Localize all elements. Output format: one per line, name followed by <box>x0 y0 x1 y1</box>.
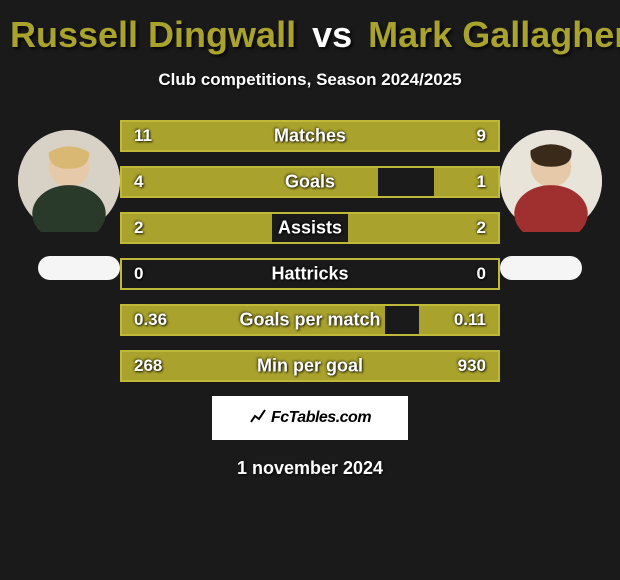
stat-label: Goals <box>122 172 498 193</box>
player1-avatar <box>18 130 120 232</box>
badge-text: FcTables.com <box>271 409 371 427</box>
comparison-section: Matches11 9 Goals4 1 Assists2 2 Hattricks0 0 Goa… <box>10 120 610 382</box>
player2-value: 9 <box>477 126 486 146</box>
stat-label: Goals per match <box>122 310 498 331</box>
player1-value: 0 <box>134 264 143 284</box>
player2-value: 0 <box>477 264 486 284</box>
avatar-placeholder-icon <box>500 130 602 232</box>
player1-value: 11 <box>134 126 152 146</box>
player1-value: 2 <box>134 218 143 238</box>
infographic-container: Russell Dingwall vs Mark Gallagher Club … <box>0 0 620 580</box>
title: Russell Dingwall vs Mark Gallagher <box>10 14 610 56</box>
stats-list: Matches11 9 Goals4 1 Assists2 2 Hattricks0 0 Goa… <box>120 120 500 382</box>
stat-row: Hattricks0 0 <box>120 258 500 290</box>
player2-avatar <box>500 130 602 232</box>
stat-row: Assists2 2 <box>120 212 500 244</box>
player1-value: 4 <box>134 172 143 192</box>
player1-name: Russell Dingwall <box>10 14 296 55</box>
stat-label: Matches <box>122 126 498 147</box>
source-badge: FcTables.com <box>212 396 408 440</box>
player2-flag <box>500 256 582 280</box>
avatar-placeholder-icon <box>18 130 120 232</box>
stat-label: Hattricks <box>122 264 498 285</box>
player2-value: 1 <box>477 172 486 192</box>
player1-flag <box>38 256 120 280</box>
stat-row: Matches11 9 <box>120 120 500 152</box>
subtitle: Club competitions, Season 2024/2025 <box>10 70 610 90</box>
stat-row: Goals4 1 <box>120 166 500 198</box>
stat-row: Goals per match0.36 0.11 <box>120 304 500 336</box>
stat-label: Assists <box>122 218 498 239</box>
player2-value: 930 <box>458 356 486 376</box>
stat-label: Min per goal <box>122 356 498 377</box>
stat-row: Min per goal268 930 <box>120 350 500 382</box>
date-label: 1 november 2024 <box>10 458 610 479</box>
player2-value: 0.11 <box>454 310 486 330</box>
player1-value: 0.36 <box>134 310 167 330</box>
player1-value: 268 <box>134 356 162 376</box>
vs-label: vs <box>312 14 352 55</box>
player2-value: 2 <box>477 218 486 238</box>
chart-icon <box>249 407 267 430</box>
player2-name: Mark Gallagher <box>368 14 620 55</box>
